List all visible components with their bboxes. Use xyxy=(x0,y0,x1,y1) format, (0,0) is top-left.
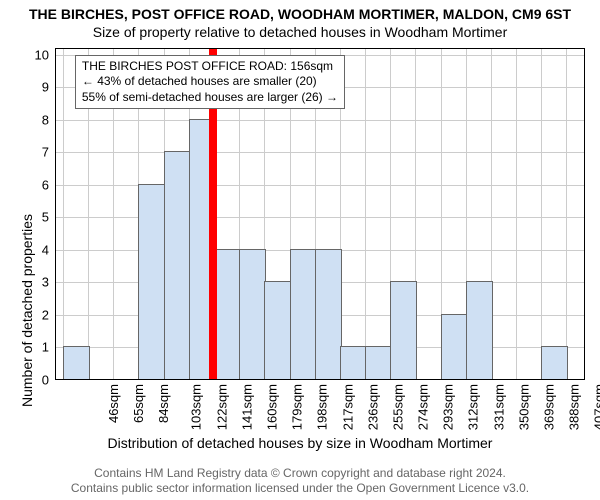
y-tick: 1 xyxy=(42,340,55,355)
page-subtitle: Size of property relative to detached ho… xyxy=(0,22,600,44)
y-tick: 2 xyxy=(42,307,55,322)
info-box: THE BIRCHES POST OFFICE ROAD: 156sqm← 43… xyxy=(75,55,345,110)
y-tick: 9 xyxy=(42,80,55,95)
footer-line1: Contains HM Land Registry data © Crown c… xyxy=(0,466,600,481)
x-tick: 84sqm xyxy=(156,380,171,423)
x-tick: 198sqm xyxy=(315,380,330,430)
footer-line2: Contains public sector information licen… xyxy=(0,481,600,496)
x-tick: 274sqm xyxy=(415,380,430,430)
x-axis-label: Distribution of detached houses by size … xyxy=(108,435,493,451)
y-tick: 4 xyxy=(42,242,55,257)
y-tick: 5 xyxy=(42,210,55,225)
x-tick: 46sqm xyxy=(106,380,121,423)
chart-area: THE BIRCHES POST OFFICE ROAD: 156sqm← 43… xyxy=(55,48,585,380)
y-tick: 0 xyxy=(42,373,55,388)
x-tick: 255sqm xyxy=(390,380,405,430)
footer: Contains HM Land Registry data © Crown c… xyxy=(0,466,600,496)
x-tick: 369sqm xyxy=(541,380,556,430)
x-tick: 160sqm xyxy=(264,380,279,430)
y-tick: 10 xyxy=(35,47,55,62)
x-tick: 179sqm xyxy=(289,380,304,430)
x-tick: 293sqm xyxy=(440,380,455,430)
info-line: THE BIRCHES POST OFFICE ROAD: 156sqm xyxy=(82,59,338,75)
y-tick: 3 xyxy=(42,275,55,290)
y-tick: 6 xyxy=(42,177,55,192)
x-tick: 312sqm xyxy=(466,380,481,430)
x-tick: 236sqm xyxy=(365,380,380,430)
x-tick: 350sqm xyxy=(516,380,531,430)
x-tick: 65sqm xyxy=(131,380,146,423)
page-title: THE BIRCHES, POST OFFICE ROAD, WOODHAM M… xyxy=(0,0,600,22)
x-tick: 407sqm xyxy=(592,380,600,430)
x-tick: 217sqm xyxy=(340,380,355,430)
y-tick: 8 xyxy=(42,112,55,127)
x-tick: 331sqm xyxy=(491,380,506,430)
x-tick: 103sqm xyxy=(189,380,204,430)
y-tick: 7 xyxy=(42,145,55,160)
x-tick: 122sqm xyxy=(214,380,229,430)
x-tick: 141sqm xyxy=(239,380,254,430)
info-line: ← 43% of detached houses are smaller (20… xyxy=(82,74,338,90)
x-tick: 388sqm xyxy=(566,380,581,430)
info-line: 55% of semi-detached houses are larger (… xyxy=(82,90,338,106)
y-axis-label: Number of detached properties xyxy=(19,214,35,407)
